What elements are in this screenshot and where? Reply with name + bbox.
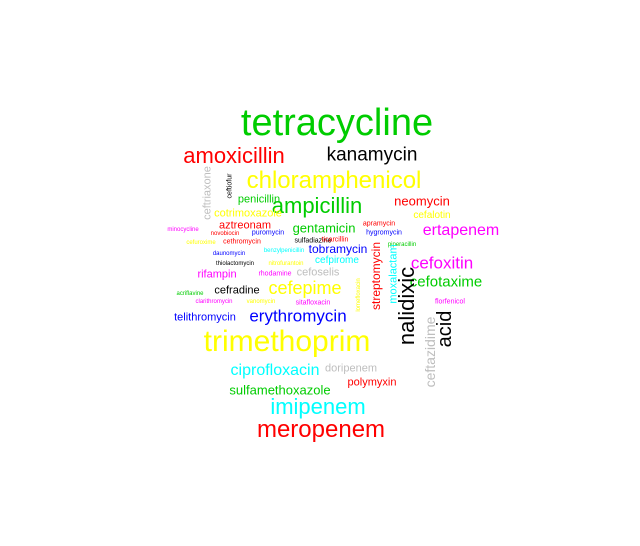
word-sulfamethoxazole: sulfamethoxazole <box>229 382 331 398</box>
word-ampicillin: ampicillin <box>271 193 363 218</box>
word-cefuroxime: cefuroxime <box>186 240 216 246</box>
word-piperacillin: piperacillin <box>387 242 417 248</box>
word-rhodamine: rhodamine <box>258 270 292 278</box>
word-gentamicin: gentamicin <box>292 220 356 236</box>
word-ticarcillin: ticarcillin <box>321 236 349 244</box>
word-cefalotin: cefalotin <box>413 210 451 221</box>
word-ceftriaxone: ceftriaxone <box>201 166 214 220</box>
word-florfenicol: florfenicol <box>435 298 465 306</box>
word-streptomycin: streptomycin <box>369 241 383 311</box>
word-vanomycin: vanomycin <box>246 299 276 305</box>
word-benzylpenicillin: benzylpenicillin <box>263 248 305 254</box>
word-hygromycin: hygromycin <box>366 229 402 237</box>
word-aztreonam: aztreonam <box>219 219 271 232</box>
word-cefradine: cefradine <box>214 284 260 297</box>
word-penicillin: penicillin <box>237 193 281 206</box>
word-meropenem: meropenem <box>256 416 386 443</box>
word-telithromycin: telithromycin <box>174 311 236 324</box>
word-nitrofurantoin: nitrofurantoin <box>268 261 304 267</box>
word-chloramphenicol: chloramphenicol <box>246 167 422 194</box>
word-nalidixic: nalidixic <box>394 266 419 346</box>
word-cefotaxime: cefotaxime <box>409 273 483 291</box>
word-erythromycin: erythromycin <box>249 306 347 326</box>
word-daunomycin: daunomycin <box>212 251 246 257</box>
word-trimethoprim: trimethoprim <box>203 325 371 358</box>
word-sitafloxacin: sitafloxacin <box>295 299 331 307</box>
word-polymyxin: polymyxin <box>347 376 397 389</box>
word-ceftazidime: ceftazidime <box>422 316 438 388</box>
word-acriflavine: acriflavine <box>176 291 204 297</box>
word-imipenem: imipenem <box>270 394 366 419</box>
word-ceftiofur: ceftiofur <box>226 173 234 199</box>
word-amoxicillin: amoxicillin <box>183 143 285 168</box>
word-ciprofloxacin: ciprofloxacin <box>230 362 320 379</box>
word-acid: acid <box>434 310 456 348</box>
word-lomefloxacin: lomefloxacin <box>356 278 362 312</box>
word-cotrimoxazole: cotrimoxazole <box>214 207 282 220</box>
word-tetracycline: tetracycline <box>240 102 434 144</box>
word-ertapenem: ertapenem <box>422 222 500 239</box>
word-tobramycin: tobramycin <box>308 242 368 256</box>
word-kanamycin: kanamycin <box>326 144 418 166</box>
word-clarithromycin: clarithromycin <box>195 299 233 305</box>
word-sulfadiazine: sulfadiazine <box>294 237 332 245</box>
word-neomycin: neomycin <box>394 193 450 209</box>
word-novobiocin: novobiocin <box>210 231 240 237</box>
word-rifampin: rifampin <box>197 268 237 281</box>
word-apramycin: apramycin <box>362 220 396 228</box>
word-cefoselis: cefoselis <box>296 266 340 279</box>
word-cethromycin: cethromycin <box>223 238 261 246</box>
word-cefepime: cefepime <box>268 278 342 298</box>
word-doripenem: doripenem <box>325 362 377 375</box>
word-thiolactomycin: thiolactomycin <box>215 261 255 267</box>
word-cefpirome: cefpirome <box>315 255 359 266</box>
word-cefoxitin: cefoxitin <box>410 253 474 273</box>
word-minocycline: minocycline <box>167 227 199 233</box>
word-puromycin: puromycin <box>251 229 285 237</box>
